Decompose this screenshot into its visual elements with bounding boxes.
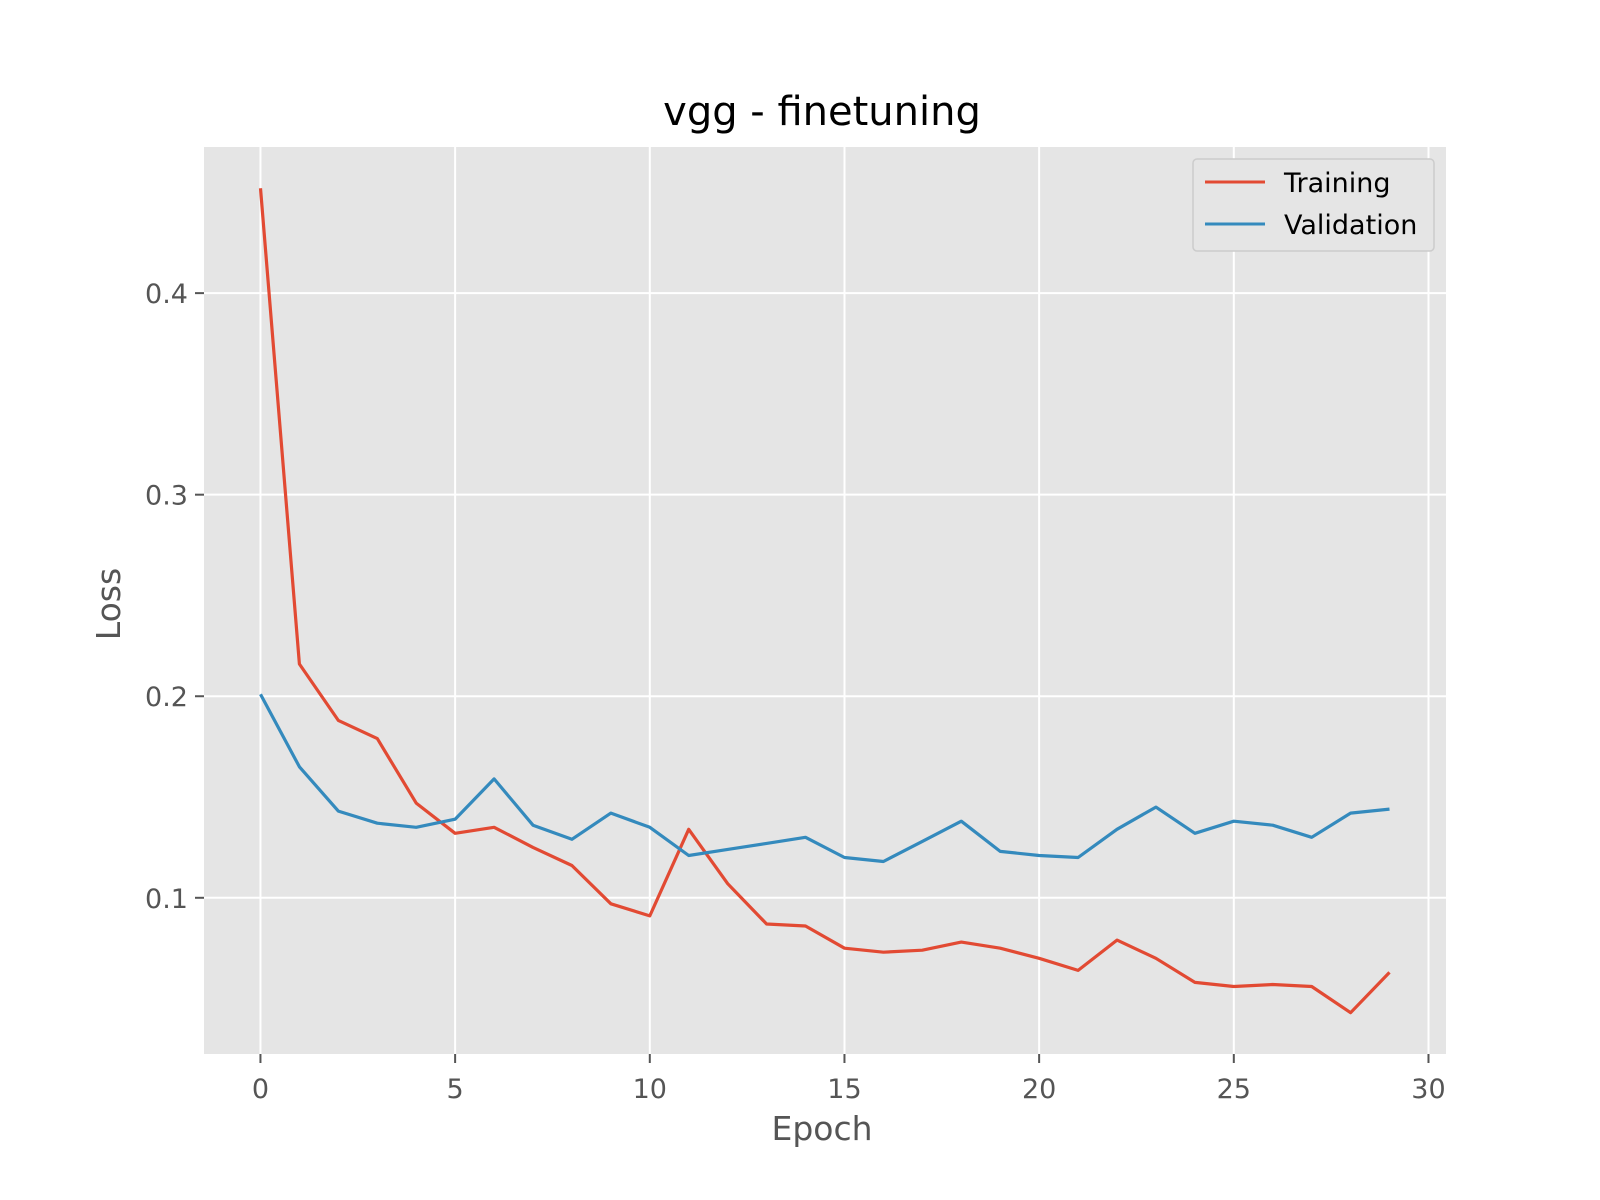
legend-label-training: Training (1283, 168, 1391, 199)
series-line-training (258, 188, 1391, 1015)
y-tick-label: 0.1 (145, 884, 188, 915)
x-axis-label: Epoch (771, 1109, 872, 1148)
x-tick-label: 15 (827, 1074, 861, 1105)
x-tick-label: 10 (633, 1074, 667, 1105)
x-tick-label: 5 (447, 1074, 464, 1105)
chart-title: vgg - finetuning (663, 89, 981, 135)
legend: Training Validation (1192, 158, 1435, 252)
y-axis-label: Loss (89, 568, 128, 640)
x-tick-label: 30 (1411, 1074, 1445, 1105)
y-tick-label: 0.2 (145, 682, 188, 713)
y-tick-label: 0.3 (145, 481, 188, 512)
legend-label-validation: Validation (1284, 210, 1417, 241)
y-axis-ticks: 0.1 0.2 0.3 0.4 (145, 279, 204, 915)
grid-lines (204, 147, 1446, 1054)
series-lines (258, 188, 1391, 1015)
x-tick-label: 20 (1022, 1074, 1056, 1105)
x-tick-label: 25 (1217, 1074, 1251, 1105)
plot-area (204, 147, 1446, 1054)
x-tick-label: 0 (252, 1074, 269, 1105)
y-tick-label: 0.4 (145, 279, 188, 310)
series-line-validation (259, 693, 1390, 864)
x-axis-ticks: 0 5 10 15 20 25 30 (252, 1054, 1446, 1105)
